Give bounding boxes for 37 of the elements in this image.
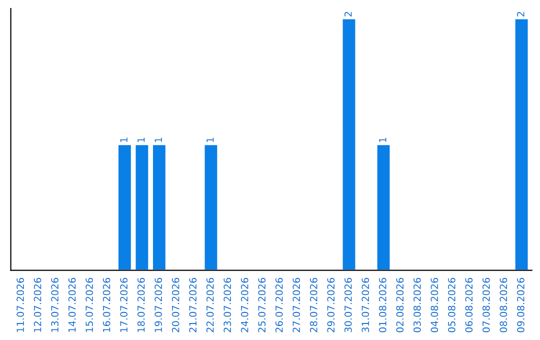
x-tick-label: 22.07.2026	[206, 278, 214, 332]
x-tick-label: 17.07.2026	[120, 278, 128, 332]
x-tick-label: 28.07.2026	[310, 278, 318, 332]
x-tick-label: 24.07.2026	[240, 278, 248, 332]
x-tick-label: 19.07.2026	[154, 278, 162, 332]
x-tick-label: 08.08.2026	[500, 278, 508, 332]
data-label: 1	[138, 138, 145, 142]
x-tick-label: 04.08.2026	[430, 278, 438, 332]
x-tick-label: 02.08.2026	[396, 278, 404, 332]
x-tick-label: 15.07.2026	[86, 278, 93, 332]
data-label: 1	[154, 138, 162, 142]
x-tick-label: 03.08.2026	[413, 278, 421, 332]
x-tick-label: 20.07.2026	[172, 278, 180, 332]
x-tick-label: 12.07.2026	[34, 278, 42, 332]
x-tick-label: 25.07.2026	[258, 278, 266, 332]
x-tick-label: 27.07.2026	[292, 278, 300, 332]
x-tick-label: 09.08.2026	[517, 278, 524, 332]
data-label: 1	[120, 138, 128, 142]
data-label: 2	[344, 12, 352, 16]
x-tick-label: 30.07.2026	[344, 278, 352, 332]
x-tick-label: 31.07.2026	[362, 278, 370, 332]
x-tick-label: 05.08.2026	[448, 278, 456, 332]
x-tick-label: 29.07.2026	[327, 278, 335, 332]
x-tick-label: 06.08.2026	[465, 278, 473, 332]
x-tick-label: 14.07.2026	[68, 278, 76, 332]
x-tick-label: 26.07.2026	[275, 278, 283, 332]
x-tick-label: 21.07.2026	[189, 278, 197, 332]
x-tick-label: 11.07.2026	[16, 278, 24, 332]
data-label: 1	[379, 138, 386, 142]
data-label: 1	[206, 138, 214, 142]
x-tick-label: 13.07.2026	[51, 278, 58, 332]
x-tick-label: 18.07.2026	[137, 278, 145, 332]
x-tick-label: 01.08.2026	[378, 278, 386, 332]
x-tick-label: 16.07.2026	[102, 278, 110, 332]
data-label: 2	[517, 12, 524, 16]
x-tick-label: 07.08.2026	[482, 278, 490, 332]
x-tick-label: 23.07.2026	[224, 278, 232, 332]
